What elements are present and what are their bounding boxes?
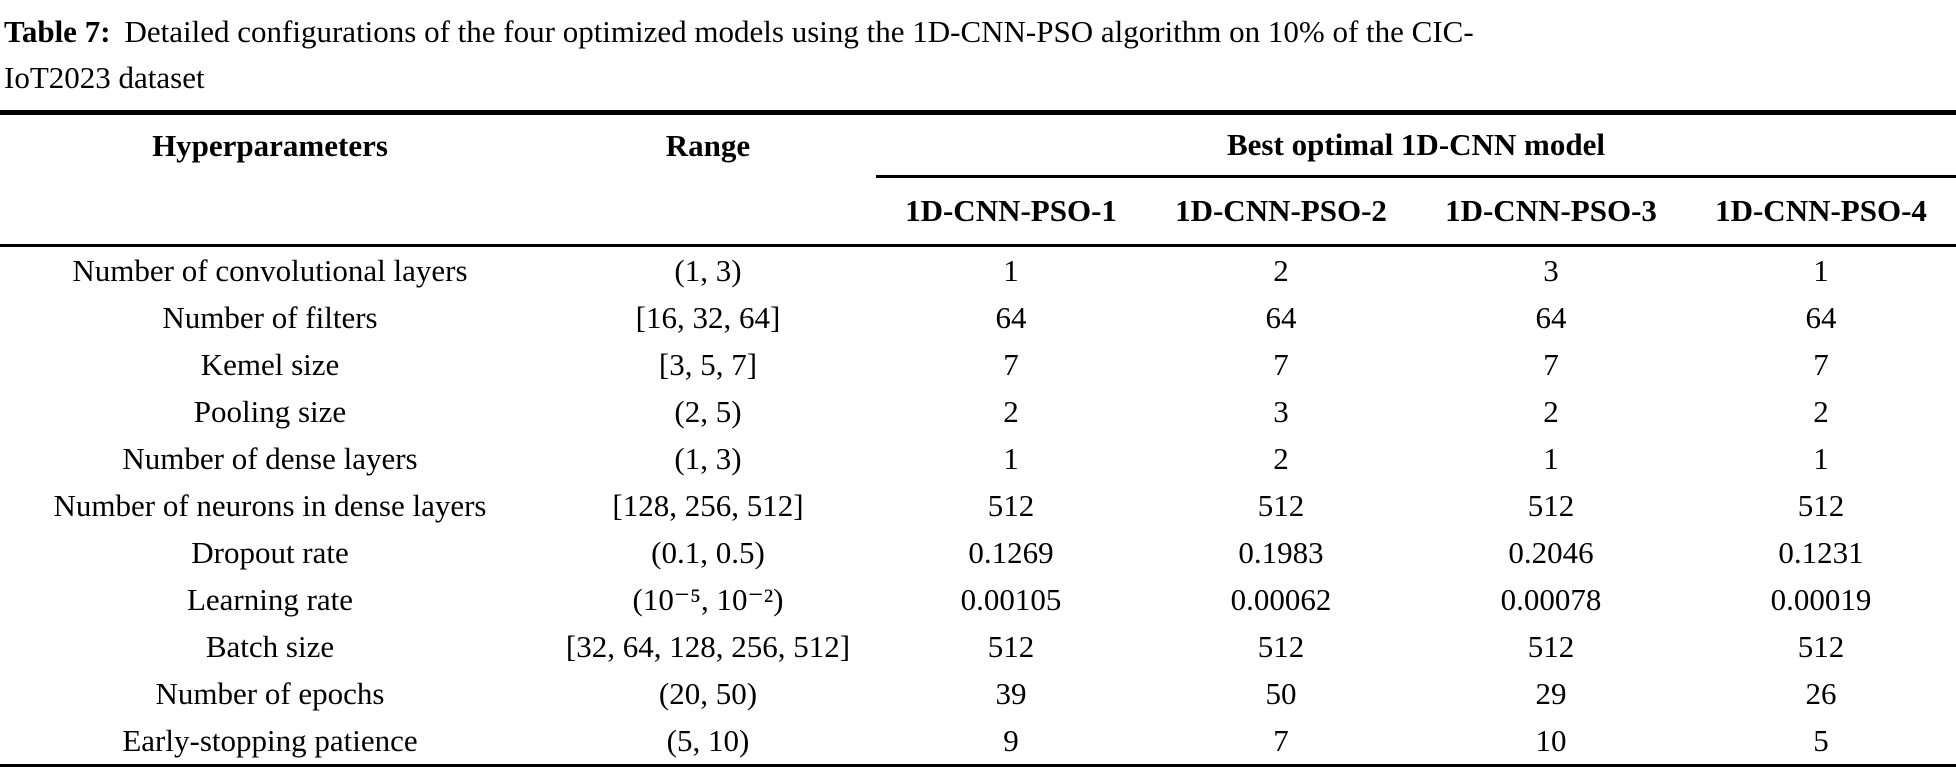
model-value-cell: 9 <box>1003 722 1019 758</box>
model-value-cell: 2 <box>1273 252 1289 288</box>
model-value-cell: 0.1269 <box>968 534 1054 570</box>
caption-text-line-1: Detailed configurations of the four opti… <box>124 14 1474 49</box>
column-header-hyperparameters: Hyperparameters <box>152 127 388 163</box>
model-value-cell: 7 <box>1813 346 1829 382</box>
model-value-cell: 2 <box>1273 440 1289 476</box>
range-cell: (5, 10) <box>666 722 750 758</box>
range-cell: (0.1, 0.5) <box>651 534 765 570</box>
model-value-cell: 0.00105 <box>960 581 1062 617</box>
model-value-cell: 64 <box>1265 299 1297 335</box>
model-value-cell: 512 <box>1257 487 1305 523</box>
model-value-cell: 0.00019 <box>1770 581 1872 617</box>
model-value-cell: 512 <box>1797 487 1845 523</box>
model-value-cell: 1 <box>1543 440 1559 476</box>
model-value-cell: 64 <box>1535 299 1567 335</box>
column-header-model: 1D-CNN-PSO-3 <box>1416 176 1686 247</box>
model-value-cell: 1 <box>1003 440 1019 476</box>
model-value-cell: 0.00078 <box>1500 581 1602 617</box>
table-row: Number of filters [16, 32, 64] 64 64 64 64 <box>0 294 1956 341</box>
model-value-cell: 0.00062 <box>1230 581 1332 617</box>
hyperparameter-cell: Number of neurons in dense layers <box>53 487 487 523</box>
model-value-cell: 3 <box>1273 393 1289 429</box>
column-header-model: 1D-CNN-PSO-1 <box>876 176 1146 247</box>
model-value-cell: 64 <box>1805 299 1837 335</box>
table-row: Kemel size [3, 5, 7] 7 7 7 7 <box>0 341 1956 388</box>
table-row: Number of neurons in dense layers [128, 2… <box>0 482 1956 529</box>
hyperparameter-cell: Dropout rate <box>191 534 349 570</box>
table-caption: Table 7: Detailed configurations of the f… <box>0 0 1956 101</box>
range-cell: [32, 64, 128, 256, 512] <box>565 628 851 664</box>
model-value-cell: 512 <box>1257 628 1305 664</box>
model-value-cell: 0.1983 <box>1238 534 1324 570</box>
table-body: Number of convolutional layers (1, 3) 1 2 3 1… <box>0 246 1956 767</box>
range-cell: (1, 3) <box>674 252 742 288</box>
empty-header-cell <box>540 176 876 247</box>
table-row: Number of convolutional layers (1, 3) 1 2 3 1 <box>0 246 1956 295</box>
model-value-cell: 512 <box>987 487 1035 523</box>
model-value-cell: 512 <box>987 628 1035 664</box>
range-cell: (20, 50) <box>658 675 758 711</box>
model-value-cell: 0.2046 <box>1508 534 1594 570</box>
table-row: Batch size [32, 64, 128, 256, 512] 512 512 5… <box>0 623 1956 670</box>
hyperparameter-cell: Number of filters <box>162 299 378 335</box>
hyperparameter-cell: Learning rate <box>186 581 354 617</box>
hyperparameter-cell: Pooling size <box>193 393 347 429</box>
range-cell: [3, 5, 7] <box>658 346 758 382</box>
model-value-cell: 64 <box>995 299 1027 335</box>
column-group-header-best-optimal-model: Best optimal 1D-CNN model <box>876 112 1956 178</box>
model-value-cell: 7 <box>1273 722 1289 758</box>
column-header-model: 1D-CNN-PSO-2 <box>1146 176 1416 247</box>
table-header: Hyperparameters Range Best optimal 1D-CN… <box>0 112 1956 247</box>
header-row-models: 1D-CNN-PSO-1 1D-CNN-PSO-2 1D-CNN-PSO-3 1D-C… <box>0 176 1956 247</box>
range-cell: (1, 3) <box>674 440 742 476</box>
range-cell: [16, 32, 64] <box>635 299 781 335</box>
hyperparameter-cell: Number of epochs <box>155 675 385 711</box>
model-value-cell: 512 <box>1527 628 1575 664</box>
model-value-cell: 2 <box>1003 393 1019 429</box>
model-value-cell: 7 <box>1003 346 1019 382</box>
model-value-cell: 1 <box>1813 440 1829 476</box>
model-value-cell: 0.1231 <box>1778 534 1864 570</box>
model-value-cell: 50 <box>1265 675 1297 711</box>
table-row: Early-stopping patience (5, 10) 9 7 10 5 <box>0 717 1956 767</box>
model-value-cell: 39 <box>995 675 1027 711</box>
hyperparameter-cell: Number of dense layers <box>122 440 418 476</box>
model-value-cell: 2 <box>1813 393 1829 429</box>
model-value-cell: 5 <box>1813 722 1829 758</box>
model-value-cell: 26 <box>1805 675 1837 711</box>
column-header-model: 1D-CNN-PSO-4 <box>1686 176 1956 247</box>
hyperparameter-cell: Kemel size <box>200 346 340 382</box>
range-cell: (2, 5) <box>674 393 742 429</box>
range-cell: (10⁻⁵, 10⁻²) <box>632 581 784 617</box>
range-cell: [128, 256, 512] <box>612 487 804 523</box>
header-row-top: Hyperparameters Range Best optimal 1D-CN… <box>0 112 1956 178</box>
caption-label: Table 7: <box>4 14 111 49</box>
caption-line-1: Table 7: Detailed configurations of the f… <box>4 9 1952 55</box>
table-row: Number of dense layers (1, 3) 1 2 1 1 <box>0 435 1956 482</box>
model-value-cell: 3 <box>1543 252 1559 288</box>
model-value-cell: 1 <box>1003 252 1019 288</box>
table-row: Learning rate (10⁻⁵, 10⁻²) 0.00105 0.00062 0… <box>0 576 1956 623</box>
caption-line-2: IoT2023 dataset <box>4 60 205 95</box>
table-row: Dropout rate (0.1, 0.5) 0.1269 0.1983 0.2046… <box>0 529 1956 576</box>
model-value-cell: 29 <box>1535 675 1567 711</box>
model-value-cell: 512 <box>1797 628 1845 664</box>
table-row: Number of epochs (20, 50) 39 50 29 26 <box>0 670 1956 717</box>
hyperparameter-table: Hyperparameters Range Best optimal 1D-CN… <box>0 110 1956 767</box>
model-value-cell: 10 <box>1535 722 1567 758</box>
hyperparameter-cell: Batch size <box>205 628 335 664</box>
model-value-cell: 7 <box>1543 346 1559 382</box>
table-row: Pooling size (2, 5) 2 3 2 2 <box>0 388 1956 435</box>
column-header-range: Range <box>665 127 751 163</box>
hyperparameter-cell: Number of convolutional layers <box>72 252 468 288</box>
hyperparameter-cell: Early-stopping patience <box>122 722 418 758</box>
empty-header-cell <box>0 176 540 247</box>
model-value-cell: 512 <box>1527 487 1575 523</box>
model-value-cell: 7 <box>1273 346 1289 382</box>
model-value-cell: 1 <box>1813 252 1829 288</box>
model-value-cell: 2 <box>1543 393 1559 429</box>
